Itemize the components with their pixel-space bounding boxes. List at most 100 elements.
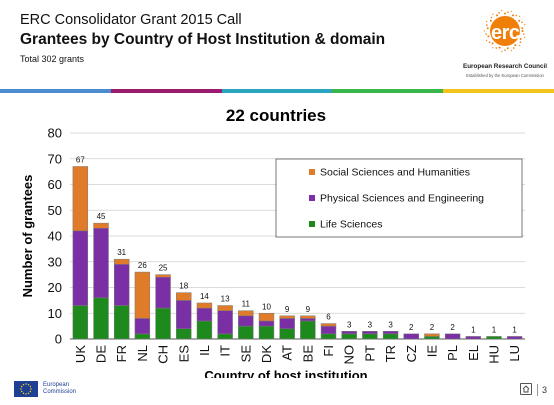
bar-segment [196, 320, 213, 340]
ec-footer-logo: European Commission [14, 379, 94, 399]
bar-segment [424, 336, 440, 340]
bar-total-label: 3 [347, 320, 352, 329]
bar-total-label: 45 [97, 212, 106, 221]
chart-bars [72, 166, 523, 340]
bar-segment [93, 228, 109, 299]
bar-segment [506, 336, 523, 340]
bar-segment [72, 230, 89, 306]
y-tick-label: 10 [48, 306, 62, 321]
legend-label: Physical Sciences and Engineering [320, 193, 484, 205]
bar-total-label: 10 [262, 302, 271, 311]
bar-total-label: 3 [368, 320, 373, 329]
x-tick-label: TR [383, 345, 398, 362]
x-tick-label: DE [94, 345, 109, 363]
bar-segment [155, 274, 171, 278]
bar-segment [134, 271, 151, 319]
bar-segment [341, 333, 357, 340]
color-stripe [0, 89, 554, 93]
stripe-segment [332, 89, 444, 93]
bar-total-label: 6 [326, 313, 331, 322]
bar-total-label: 2 [430, 323, 435, 332]
bar-total-label: 67 [76, 155, 85, 164]
bar-segment [217, 305, 233, 311]
x-tick-label: IT [218, 345, 233, 357]
bar-segment [238, 325, 254, 340]
x-axis-label: Country of host institution [204, 368, 367, 378]
bar-segment [238, 310, 254, 317]
header-line-1: ERC Consolidator Grant 2015 Call [20, 12, 242, 28]
bar-total-label: 1 [492, 325, 497, 334]
bar-total-label: 14 [200, 292, 209, 301]
bar-segment [424, 333, 440, 337]
bar-segment [320, 333, 337, 340]
page-title: Grantees by Country of Host Institution … [20, 31, 386, 48]
bar-segment [362, 331, 378, 335]
bar-total-label: 13 [221, 295, 230, 304]
bar-segment [134, 318, 151, 335]
y-tick-label: 60 [48, 177, 62, 192]
eu-flag-icon [14, 381, 38, 397]
y-tick-label: 20 [48, 280, 62, 295]
bar-segment [362, 333, 378, 340]
bar-segment [279, 315, 295, 319]
bar-total-label: 18 [179, 282, 188, 291]
ec-footer-line-2: Commission [43, 389, 77, 395]
x-tick-label: CH [156, 345, 171, 364]
x-tick-label: CZ [404, 345, 419, 362]
bar-segment [114, 305, 130, 340]
x-tick-label: FI [321, 345, 336, 357]
bar-total-label: 2 [409, 323, 414, 332]
page-number: 3 [542, 385, 548, 395]
bar-segment [196, 302, 213, 309]
bar-segment [155, 276, 171, 309]
bar-total-label: 9 [306, 305, 311, 314]
bar-segment [72, 305, 89, 340]
bar-segment [300, 320, 316, 340]
x-tick-label: UK [73, 345, 88, 363]
bar-total-label: 25 [159, 264, 168, 273]
legend-swatch [309, 221, 315, 227]
bar-segment [382, 331, 399, 335]
stripe-segment [0, 89, 111, 93]
x-tick-label: BE [300, 345, 315, 363]
legend-swatch [309, 169, 315, 175]
bar-total-label: 1 [512, 325, 517, 334]
bar-segment [258, 320, 275, 327]
x-tick-label: ES [176, 345, 191, 363]
chart: 22 countries 0 10 20 30 40 50 60 70 80 67 UK 45 DE 3… [20, 106, 525, 378]
legend-label: Social Sciences and Humanities [320, 167, 470, 179]
bar-segment [486, 336, 502, 340]
x-tick-label: NO [342, 345, 357, 365]
erc-logo-tagline: Established by the European Commission [466, 73, 544, 78]
chart-legend: Social Sciences and Humanities Physical S… [275, 158, 523, 238]
home-button[interactable] [520, 383, 532, 395]
bar-total-label: 1 [471, 325, 476, 334]
y-tick-label: 70 [48, 151, 62, 166]
bar-segment [155, 307, 171, 340]
bar-segment [217, 333, 233, 340]
x-tick-label: AT [280, 345, 295, 361]
bar-segment [176, 300, 192, 329]
erc-logo-text: erc [491, 22, 520, 44]
y-axis-label: Number of grantees [20, 175, 35, 298]
y-tick-label: 30 [48, 254, 62, 269]
bar-segment [403, 333, 419, 340]
chart-title: 22 countries [226, 106, 326, 125]
x-tick-label: IE [424, 345, 439, 358]
x-tick-label: NL [135, 345, 150, 362]
legend-label: Life Sciences [320, 219, 382, 231]
x-tick-label: DK [259, 345, 274, 363]
bar-segment [196, 307, 213, 322]
ec-footer-text: European Commission [43, 382, 76, 396]
stripe-segment [221, 89, 333, 93]
bar-total-label: 26 [138, 261, 147, 270]
x-tick-label: PT [362, 345, 377, 362]
bar-segment [444, 333, 461, 340]
legend-swatch [309, 195, 315, 201]
bar-total-label: 31 [117, 248, 126, 257]
y-tick-label: 0 [55, 332, 62, 347]
x-tick-label: FR [114, 345, 129, 362]
x-tick-label: EL [466, 345, 481, 361]
bar-segment [258, 313, 275, 322]
bar-segment [176, 328, 192, 340]
